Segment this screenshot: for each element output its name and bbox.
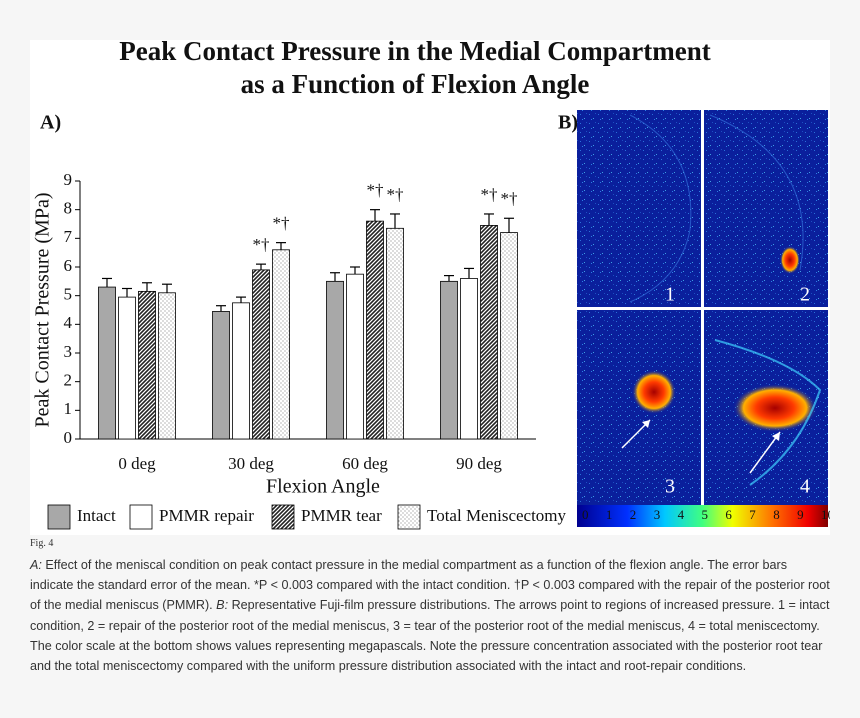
legend-swatch bbox=[397, 504, 421, 530]
significance-label: *† bbox=[387, 185, 404, 204]
bar bbox=[252, 269, 270, 440]
image-label: 2 bbox=[800, 284, 810, 306]
image-label: 4 bbox=[800, 476, 810, 498]
legend-label: PMMR tear bbox=[301, 506, 382, 525]
colorbar-tick-label: 10 bbox=[821, 507, 830, 522]
colorbar-tick-label: 4 bbox=[678, 507, 685, 522]
legend-label: Total Meniscectomy bbox=[427, 506, 567, 525]
bar bbox=[98, 286, 116, 440]
pressure-images bbox=[577, 110, 828, 527]
bar bbox=[272, 249, 290, 440]
chart-title: as a Function of Flexion Angle bbox=[241, 69, 590, 99]
caption: Fig. 4 A: Effect of the meniscal conditi… bbox=[30, 538, 830, 676]
significance-label: *† bbox=[367, 181, 384, 200]
significance-label: *† bbox=[481, 185, 498, 204]
legend-swatch bbox=[47, 504, 71, 530]
y-tick-label: 5 bbox=[64, 285, 73, 304]
bar bbox=[158, 292, 176, 440]
image-label: 1 bbox=[665, 284, 675, 306]
y-tick-label: 8 bbox=[64, 199, 73, 218]
colorbar-tick-label: 1 bbox=[606, 507, 613, 522]
y-tick-label: 7 bbox=[64, 227, 73, 246]
y-tick-label: 6 bbox=[64, 256, 73, 275]
bar bbox=[346, 273, 364, 440]
chart: Peak Contact Pressure in the Medial Comp… bbox=[32, 40, 830, 530]
caption-part: Representative Fuji-film pressure distri… bbox=[30, 598, 830, 674]
caption-part: B: bbox=[216, 598, 229, 613]
legend-swatch bbox=[271, 504, 295, 530]
legend-label: PMMR repair bbox=[159, 506, 254, 525]
significance-label: *† bbox=[501, 189, 518, 208]
figure-panel: Peak Contact Pressure in the Medial Comp… bbox=[30, 40, 830, 535]
bar bbox=[500, 232, 518, 440]
colorbar-tick-label: 8 bbox=[773, 507, 780, 522]
x-tick-label: 90 deg bbox=[456, 454, 502, 473]
y-tick-label: 9 bbox=[64, 170, 73, 189]
bar bbox=[386, 227, 404, 440]
y-tick-label: 3 bbox=[64, 342, 73, 361]
caption-part: A: bbox=[30, 558, 42, 572]
bar bbox=[480, 225, 498, 440]
y-axis-label: Peak Contact Pressure (MPa) bbox=[32, 193, 54, 428]
bar bbox=[460, 278, 478, 440]
bar bbox=[440, 280, 458, 440]
bar bbox=[232, 302, 250, 440]
chart-title: Peak Contact Pressure in the Medial Comp… bbox=[119, 40, 710, 66]
y-tick-label: 2 bbox=[64, 371, 73, 390]
image-label: 3 bbox=[665, 476, 675, 498]
colorbar-tick-label: 7 bbox=[749, 507, 756, 522]
colorbar-tick-label: 0 bbox=[582, 507, 589, 522]
x-tick-label: 60 deg bbox=[342, 454, 388, 473]
panel-label: B) bbox=[558, 112, 578, 134]
bar bbox=[212, 311, 230, 440]
bar bbox=[366, 220, 384, 440]
x-tick-label: 0 deg bbox=[118, 454, 156, 473]
y-tick-label: 4 bbox=[64, 313, 73, 332]
significance-label: *† bbox=[273, 214, 290, 233]
y-tick-label: 1 bbox=[64, 399, 73, 418]
colorbar-tick-label: 6 bbox=[725, 507, 732, 522]
bar bbox=[326, 280, 344, 440]
significance-label: *† bbox=[253, 235, 270, 254]
colorbar-tick-label: 5 bbox=[702, 507, 709, 522]
y-tick-label: 0 bbox=[64, 428, 73, 447]
x-axis-label: Flexion Angle bbox=[266, 476, 380, 498]
bar bbox=[118, 296, 136, 440]
colorbar-tick-label: 3 bbox=[654, 507, 661, 522]
colorbar-tick-label: 2 bbox=[630, 507, 637, 522]
legend-label: Intact bbox=[77, 506, 116, 525]
x-tick-label: 30 deg bbox=[228, 454, 274, 473]
legend-swatch bbox=[129, 504, 153, 530]
caption-part: Effect of the meniscal condition on peak… bbox=[30, 558, 830, 613]
caption-text: A: Effect of the meniscal condition on p… bbox=[30, 555, 830, 676]
bar bbox=[138, 290, 156, 440]
panel-label: A) bbox=[40, 112, 61, 134]
figure-number: Fig. 4 bbox=[30, 538, 54, 549]
colorbar-tick-label: 9 bbox=[797, 507, 804, 522]
